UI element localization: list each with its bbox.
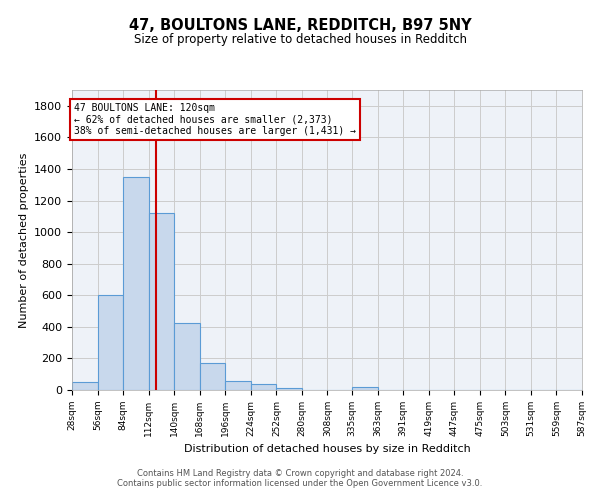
Bar [149, 213, 174, 390]
Bar [72, 382, 98, 390]
Bar [277, 388, 302, 390]
Text: Size of property relative to detached houses in Redditch: Size of property relative to detached ho… [133, 32, 467, 46]
Bar [225, 380, 251, 390]
X-axis label: Distribution of detached houses by size in Redditch: Distribution of detached houses by size … [184, 444, 470, 454]
Bar [174, 323, 200, 390]
Bar [98, 296, 123, 390]
Text: Contains HM Land Registry data © Crown copyright and database right 2024.: Contains HM Land Registry data © Crown c… [137, 468, 463, 477]
Bar [123, 177, 149, 390]
Bar [200, 363, 225, 390]
Text: 47 BOULTONS LANE: 120sqm
← 62% of detached houses are smaller (2,373)
38% of sem: 47 BOULTONS LANE: 120sqm ← 62% of detach… [74, 102, 356, 136]
Bar [352, 387, 377, 390]
Text: 47, BOULTONS LANE, REDDITCH, B97 5NY: 47, BOULTONS LANE, REDDITCH, B97 5NY [128, 18, 472, 32]
Text: Contains public sector information licensed under the Open Government Licence v3: Contains public sector information licen… [118, 478, 482, 488]
Bar [251, 384, 277, 390]
Y-axis label: Number of detached properties: Number of detached properties [19, 152, 29, 328]
